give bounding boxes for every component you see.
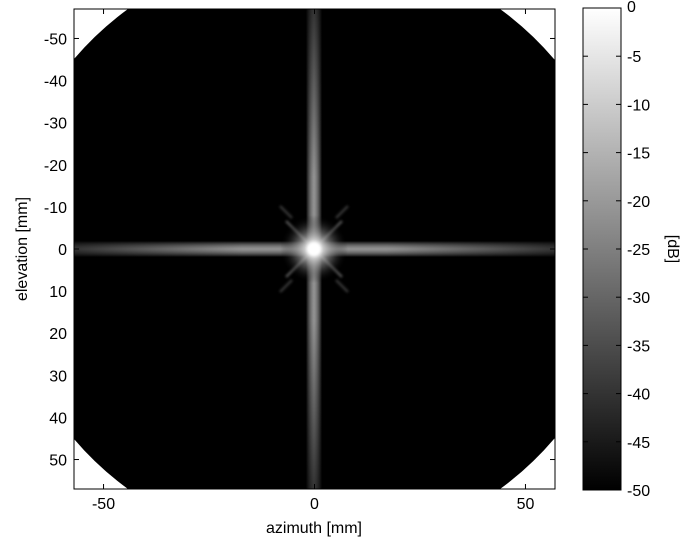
y-tick-label: -30	[44, 116, 67, 133]
colorbar-tick-label: -20	[627, 194, 650, 211]
y-tick-label: 0	[58, 242, 67, 259]
y-axis: -50 -40 -30 -20 -10 0 10 20 30 40 50	[44, 31, 555, 470]
colorbar-label: [dB]	[664, 235, 680, 263]
x-axis: -50 0 50	[92, 9, 534, 513]
y-axis-label: elevation [mm]	[14, 197, 31, 301]
x-tick-label: -50	[92, 496, 115, 513]
y-tick-label: -50	[44, 31, 67, 48]
y-tick-label: 40	[49, 410, 67, 427]
colorbar-tick-label: 0	[627, 0, 636, 16]
colorbar-tick-label: -15	[627, 146, 650, 163]
colorbar-tick-label: -40	[627, 387, 650, 404]
x-tick-label: 50	[517, 496, 535, 513]
x-axis-label: azimuth [mm]	[266, 520, 362, 537]
colorbar-tick-label: -50	[627, 483, 650, 500]
y-tick-label: -20	[44, 158, 67, 175]
y-tick-label: -40	[44, 74, 67, 91]
y-tick-label: 20	[49, 326, 67, 343]
y-tick-label: 30	[49, 368, 67, 385]
colorbar-tick-label: -25	[627, 242, 650, 259]
x-tick-label: 0	[310, 496, 319, 513]
colorbar-tick-label: -10	[627, 97, 650, 114]
colorbar-tick-label: -5	[627, 49, 641, 66]
colorbar-tick-label: -45	[627, 435, 650, 452]
colorbar-axis: 0 -5 -10 -15 -20 -25 -30 -35 -40 -45 -50	[583, 0, 650, 500]
y-tick-label: 10	[49, 284, 67, 301]
colorbar-tick-label: -30	[627, 290, 650, 307]
peak-center	[307, 242, 321, 256]
y-tick-label: -10	[44, 200, 67, 217]
colorbar	[582, 7, 622, 491]
y-tick-label: 50	[49, 453, 67, 470]
heatmap-image	[74, 9, 555, 489]
colorbar-tick-label: -35	[627, 338, 650, 355]
